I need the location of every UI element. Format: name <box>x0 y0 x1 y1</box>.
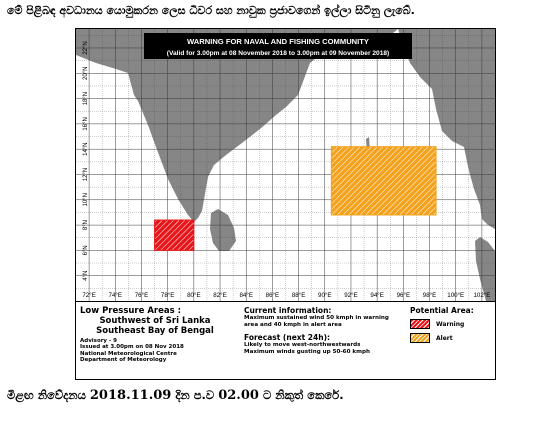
india-landmass <box>76 29 398 222</box>
lon-tick-label: 102°E <box>473 292 490 299</box>
lon-tick-label: 86°E <box>266 292 279 299</box>
forecast-title: Forecast (next 24h): <box>244 333 331 343</box>
lon-tick-label: 92°E <box>344 292 357 299</box>
legend-alert: Alert <box>410 333 494 343</box>
sri-lanka-landmass <box>210 209 236 251</box>
lon-tick-label: 74°E <box>109 292 122 299</box>
lat-lon-grid <box>76 29 495 301</box>
lat-tick-label: 8°N <box>83 220 89 230</box>
advisory-number: Advisory - 9 <box>80 338 117 344</box>
low-pressure-area-1: Southwest of Sri Lanka <box>99 316 211 326</box>
footer-prefix: මීළඟ නිවේදනය <box>7 388 86 402</box>
warning-map[interactable]: 72°E 74°E 76°E 78°E 80°E 82°E 84°E 86°E 88°E 90°E… <box>76 29 495 301</box>
conditions-column: Current information: Maximum sustained w… <box>244 306 404 355</box>
malaysia-landmass <box>475 237 495 301</box>
longitude-tick-labels: 72°E 74°E 76°E 78°E 80°E 82°E 84°E 86°E 88°E 90°E… <box>82 292 490 299</box>
low-pressure-title: Low Pressure Areas : <box>80 306 182 316</box>
footer-date: 2018.11.09 <box>89 388 172 403</box>
lon-tick-label: 78°E <box>161 292 174 299</box>
footer-time: 02.00 <box>218 388 259 403</box>
lon-tick-label: 100°E <box>447 292 464 299</box>
lat-tick-label: 10°N <box>83 193 89 206</box>
potential-areas <box>154 146 437 251</box>
forecast-text-1: Likely to move west-northwestwards <box>244 342 361 349</box>
next-bulletin-notice: මීළඟ නිවේදනය 2018.11.09 දින ප.ව 02.00 ට … <box>7 388 344 403</box>
org-name-1: National Meteorological Centre <box>80 350 177 357</box>
current-info-text: Maximum sustained wind 50 kmph in warnin… <box>244 315 389 328</box>
lon-tick-label: 98°E <box>423 292 436 299</box>
map-title-box: WARNING FOR NAVAL AND FISHING COMMUNITY … <box>144 33 412 59</box>
org-name-2: Department of Meteorology <box>80 357 167 364</box>
warning-swatch <box>410 319 430 329</box>
potential-area-title: Potential Area: <box>410 306 474 315</box>
lat-tick-label: 18°N <box>83 92 89 105</box>
lon-tick-label: 96°E <box>397 292 410 299</box>
alert-area[interactable] <box>330 146 437 216</box>
lat-tick-label: 20°N <box>83 67 89 80</box>
alert-swatch <box>410 333 430 343</box>
latitude-tick-labels: 22°N 20°N 18°N 16°N 14°N 12°N 10°N 8°N 6°N 4°N <box>83 41 89 280</box>
info-section: Low Pressure Areas : Southwest of Sri La… <box>76 301 495 380</box>
forecast-text-2: Maximum winds gusting up 50-60 kmph <box>244 348 370 355</box>
lon-tick-label: 90°E <box>318 292 331 299</box>
legend-warning: Warning <box>410 319 494 329</box>
lon-tick-label: 80°E <box>187 292 200 299</box>
lon-tick-label: 76°E <box>135 292 148 299</box>
lon-tick-label: 94°E <box>370 292 383 299</box>
footer-suffix: ට නිකුත් කෙරේ. <box>262 388 344 402</box>
footer-middle: දින ප.ව <box>175 388 215 402</box>
lat-tick-label: 14°N <box>83 142 89 155</box>
lat-tick-label: 12°N <box>83 168 89 181</box>
warning-area[interactable] <box>154 219 195 251</box>
lon-tick-label: 72°E <box>82 292 95 299</box>
lat-tick-label: 22°N <box>83 41 89 54</box>
lon-tick-label: 88°E <box>292 292 305 299</box>
southeast-asia-landmass <box>398 29 495 229</box>
legend-warning-label: Warning <box>436 320 465 328</box>
land-masses <box>76 29 495 301</box>
issued-time: Issued at 3.00pm on 08 Nov 2018 <box>80 344 184 351</box>
map-validity: (Valid for 3.00pm at 08 November 2018 to… <box>167 50 389 57</box>
map-canvas: 72°E 74°E 76°E 78°E 80°E 82°E 84°E 86°E 88°E 90°E… <box>76 29 495 301</box>
lat-tick-label: 16°N <box>83 117 89 130</box>
legend-column: Potential Area: Warning Alert <box>410 306 494 343</box>
legend-alert-label: Alert <box>436 334 453 342</box>
lat-tick-label: 6°N <box>83 245 89 255</box>
lon-tick-label: 84°E <box>239 292 252 299</box>
warning-panel: 72°E 74°E 76°E 78°E 80°E 82°E 84°E 86°E 88°E 90°E… <box>75 28 496 380</box>
low-pressure-area-2: Southeast Bay of Bengal <box>96 326 214 336</box>
map-title: WARNING FOR NAVAL AND FISHING COMMUNITY <box>187 37 369 46</box>
header-notice: මේ පිළිබඳ අවධානය යොමුකරන ලෙස ධීවර සහ නාව… <box>7 4 415 17</box>
lat-tick-label: 4°N <box>83 271 89 281</box>
current-info-title: Current information: <box>244 306 332 315</box>
lon-tick-label: 82°E <box>213 292 226 299</box>
low-pressure-column: Low Pressure Areas : Southwest of Sri La… <box>80 306 240 364</box>
